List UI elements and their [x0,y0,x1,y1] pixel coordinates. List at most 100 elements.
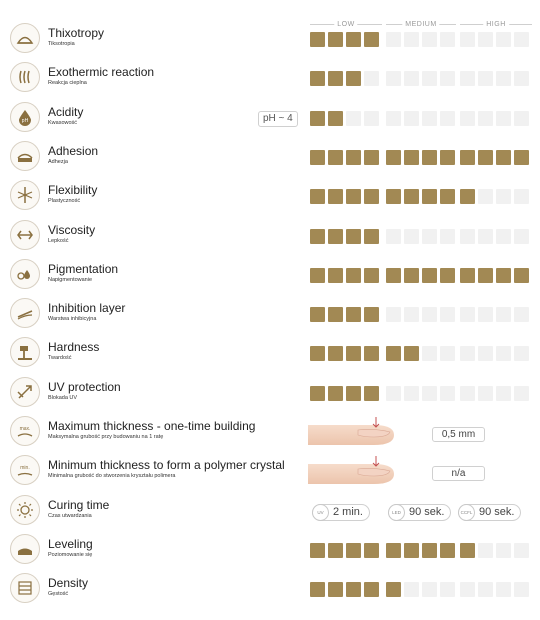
level-cell [346,385,361,401]
level-cell [440,149,455,165]
level-cell [310,582,325,598]
curing-time-value: 90 sek. [479,506,515,519]
lamp-type: UV [312,503,329,521]
level-cell [328,149,343,165]
level-cell [496,346,511,362]
level-cell [460,385,475,401]
level-cell [364,32,379,47]
scale-header: LOW MEDIUM HIGH [310,20,532,30]
level-cell [364,542,379,558]
property-subtitle: Maksymalna grubość przy budowaniu na 1 r… [48,434,164,440]
level-cell [404,110,419,126]
level-cell [514,32,529,47]
level-cell [386,307,401,323]
level-cell [328,346,343,362]
level-cell [422,385,437,401]
level-cell [496,32,511,47]
level-bar [310,582,532,598]
level-cell [328,32,343,47]
level-cell [478,385,493,401]
uv-protection-icon [10,376,40,407]
level-cell [496,267,511,283]
level-cell [514,71,529,87]
level-cell [440,110,455,126]
property-subtitle: Blokada UV [48,394,78,401]
level-cell [496,189,511,205]
property-subtitle: Czas utwardzania [48,512,92,519]
property-row-curing-time: Curing time Czas utwardzania UV 2 min. LED 90… [8,492,536,528]
level-cell [478,542,493,558]
level-cell [496,542,511,558]
level-cell [440,307,455,323]
level-cell [422,149,437,165]
property-row-max-thickness: max. Maximum thickness - one-time buildin… [8,413,536,449]
property-row-exothermic: Exothermic reaction Reakcja cieplna [8,59,536,95]
leveling-icon [10,533,40,564]
max-thickness-icon: max. [10,416,40,446]
level-cell [346,32,361,47]
level-cell [310,149,325,165]
property-subtitle: Tiksotropia [48,41,75,47]
level-cell [404,307,419,323]
property-title: Leveling [48,536,93,551]
property-title: Hardness [48,340,100,355]
property-title: Acidity [48,104,84,119]
level-cell [514,228,529,244]
level-cell [328,110,343,126]
lamp-type: CCFL [458,503,475,521]
level-cell [364,582,379,598]
level-bar [310,307,532,323]
adhesion-icon [10,140,40,171]
thickness-value: n/a [432,466,485,482]
level-cell [496,582,511,598]
level-cell [440,32,455,47]
level-cell [386,32,401,47]
level-cell [460,71,475,87]
level-cell [478,346,493,362]
level-bar [310,32,532,48]
level-cell [404,267,419,283]
level-cell [422,110,437,126]
level-cell [422,307,437,323]
level-cell [422,32,437,47]
level-cell [514,582,529,598]
level-cell [364,189,379,205]
property-title: Inhibition layer [48,301,126,316]
level-cell [346,228,361,244]
level-cell [364,228,379,244]
level-cell [328,307,343,323]
level-cell [440,71,455,87]
nail-illustration [308,456,394,485]
property-subtitle: Warstwa inhibicyjna [48,316,97,323]
level-cell [364,346,379,362]
property-row-uv-protection: UV protection Blokada UV [8,374,536,410]
level-cell [346,542,361,558]
scale-medium: MEDIUM [386,20,456,30]
scale-low-label: LOW [334,20,358,29]
level-cell [460,189,475,205]
level-cell [496,385,511,401]
level-cell [404,542,419,558]
curing-time-value: 90 sek. [409,506,445,519]
property-title: Maximum thickness - one-time building [48,419,256,433]
property-title: Curing time [48,497,110,512]
level-cell [496,71,511,87]
curing-led: LED 90 sek. [388,503,452,521]
scale-high-label: HIGH [483,20,509,29]
level-bar [310,267,532,284]
property-title: Viscosity [48,222,96,237]
level-cell [514,385,529,401]
level-cell [422,189,437,205]
property-title: Thixotropy [48,26,105,40]
level-cell [328,228,343,244]
level-cell [422,542,437,558]
level-bar [310,228,532,245]
property-title: Flexibility [48,183,98,198]
curing-time-icon [10,494,40,525]
level-cell [328,582,343,598]
level-cell [460,267,475,283]
level-bar [310,189,532,205]
level-cell [514,307,529,323]
level-cell [478,228,493,244]
level-cell [310,346,325,362]
